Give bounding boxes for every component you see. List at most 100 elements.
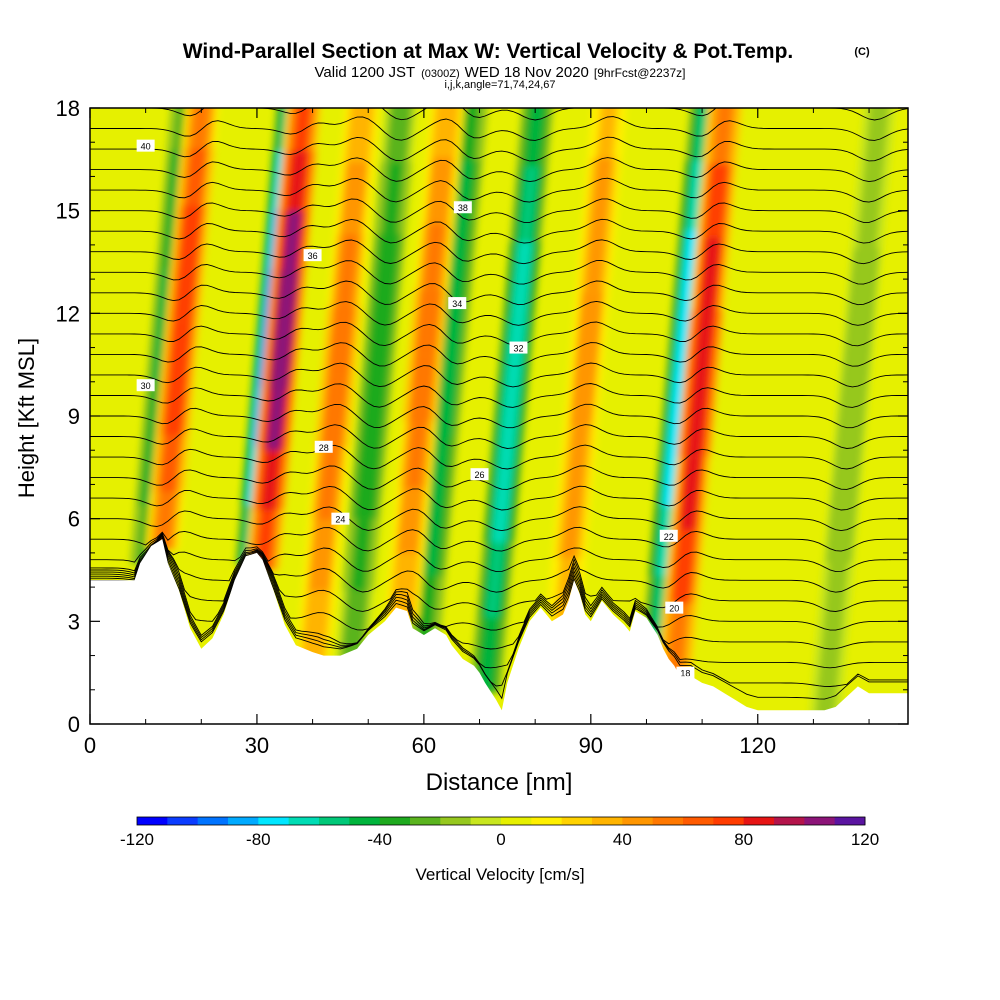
isentrope-line: [90, 424, 908, 449]
chart-title: Wind-Parallel Section at Max W: Vertical…: [183, 40, 794, 63]
isentrope-line: [90, 539, 908, 687]
isentrope-label-bg: [470, 468, 489, 481]
downdraft-streak-band: [867, 108, 886, 170]
colorbar-tick-label: -120: [120, 830, 154, 849]
isentrope-label: 40: [141, 142, 151, 152]
x-tick-label: 90: [579, 733, 603, 758]
x-axis: 0 30 60 90 120: [84, 108, 870, 758]
updraft-streak-band: [580, 291, 600, 358]
colorbar-tick-label: -40: [367, 830, 392, 849]
isentrope-line: [90, 537, 908, 669]
isentrope-line: [90, 532, 908, 593]
isentrope-line: [90, 383, 908, 408]
downdraft-streak-band: [383, 162, 403, 234]
updraft-streak-band: [166, 377, 185, 435]
isentrope-line: [90, 533, 908, 612]
isentrope-contours: 18 20 22 24 26 28 30 32 34 36 38 40: [90, 108, 908, 700]
isentrope-line: [90, 198, 908, 223]
isentrope-label-bg: [136, 379, 155, 392]
downdraft-streak-band: [485, 542, 505, 618]
downdraft-streak-band: [839, 405, 859, 485]
downdraft-streak-band: [371, 304, 390, 377]
colorbar-swatch: [622, 817, 654, 825]
updraft-streak-band: [261, 450, 280, 511]
updraft-streak-band: [344, 162, 364, 234]
isentrope-line: [90, 300, 908, 326]
y-tick-label: 3: [68, 609, 80, 634]
downdraft-streak-band: [430, 437, 449, 507]
updraft-streak-band: [350, 108, 369, 163]
colorbar-swatch: [470, 817, 502, 825]
isentrope-label-bg: [509, 341, 528, 354]
isentrope-line: [90, 342, 908, 367]
downdraft-streak-band: [390, 108, 408, 163]
downdraft-streak-band: [506, 316, 525, 393]
x-tick-label: 120: [739, 733, 776, 758]
colorbar-label: Vertical Velocity [cm/s]: [415, 865, 584, 884]
updraft-streak-band: [306, 590, 326, 663]
valid-time-label: Valid 1200 JST (0300Z) WED 18 Nov 2020 [9hr…: [315, 64, 686, 81]
updraft-streak-band: [687, 383, 707, 457]
colorbar-swatch: [379, 817, 411, 825]
colorbar-swatch: [804, 817, 836, 825]
isentrope-line: [90, 321, 908, 347]
colorbar-tick-label: 0: [496, 830, 505, 849]
updraft-streak-band: [700, 237, 721, 311]
isentrope-label: 32: [513, 344, 523, 354]
updraft-streak-band: [430, 156, 450, 224]
isentrope-line: [90, 116, 908, 141]
updraft-streak-band: [586, 224, 606, 292]
colorbar-tick-label: -80: [246, 830, 271, 849]
colorbar-swatch: [137, 817, 168, 825]
updraft-streak-band: [325, 376, 345, 449]
copyright-mark: (C): [854, 46, 870, 58]
isentrope-line: [90, 239, 908, 265]
colorbar-frame: [136, 816, 866, 826]
plot-area: 18 20 22 24 26 28 30 32 34 36 38 40: [90, 108, 908, 724]
isentrope-line: [90, 136, 908, 162]
isentrope-label-bg: [314, 440, 333, 453]
downdraft-streak-band: [853, 248, 873, 328]
updraft-streak-band: [598, 108, 616, 158]
isentrope-line: [90, 362, 908, 388]
isentrope-label-bg: [453, 201, 472, 214]
downdraft-streak-band: [351, 518, 371, 590]
updraft-streak-band: [288, 150, 307, 211]
updraft-streak-band: [401, 487, 420, 554]
colorbar-swatch: [410, 817, 441, 825]
colorbar-swatch: [713, 817, 745, 825]
updraft-streak-band: [574, 357, 594, 425]
updraft-streak-band: [707, 164, 727, 238]
isentrope-label: 38: [458, 203, 468, 213]
isentrope-line: [90, 280, 908, 306]
updraft-streak-band: [693, 310, 714, 384]
isentrope-label-bg: [676, 666, 695, 679]
x-tick-label: 30: [245, 733, 269, 758]
updraft-streak-band: [412, 355, 432, 422]
isentrope-line: [90, 534, 908, 631]
colorbar-tick-label: 120: [851, 830, 879, 849]
y-tick-label: 9: [68, 404, 80, 429]
colorbar: -120 -80 -40 0 40 80 120: [120, 816, 879, 849]
downdraft-streak-band: [364, 376, 384, 448]
isentrope-line: [90, 177, 908, 203]
downdraft-streak-band: [377, 233, 396, 305]
isentrope-label: 20: [669, 604, 679, 614]
isentrope-label: 34: [452, 299, 462, 309]
isentrope-label: 30: [141, 381, 151, 391]
updraft-streak-band: [176, 262, 195, 321]
downdraft-streak-band: [358, 447, 377, 519]
isentrope-line: [90, 526, 908, 552]
colorbar-swatch: [743, 817, 775, 825]
isentrope-line: [90, 465, 908, 490]
isentrope-label-bg: [659, 529, 678, 542]
updraft-streak-band: [186, 148, 205, 206]
downdraft-streak-band: [436, 368, 455, 438]
colorbar-swatch: [501, 817, 532, 825]
isentrope-line: [90, 157, 908, 183]
colorbar-swatch: [592, 817, 623, 825]
isentrope-line: [90, 506, 908, 532]
x-tick-label: 60: [412, 733, 436, 758]
